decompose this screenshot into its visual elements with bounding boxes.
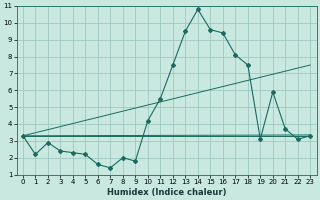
X-axis label: Humidex (Indice chaleur): Humidex (Indice chaleur)	[107, 188, 226, 197]
